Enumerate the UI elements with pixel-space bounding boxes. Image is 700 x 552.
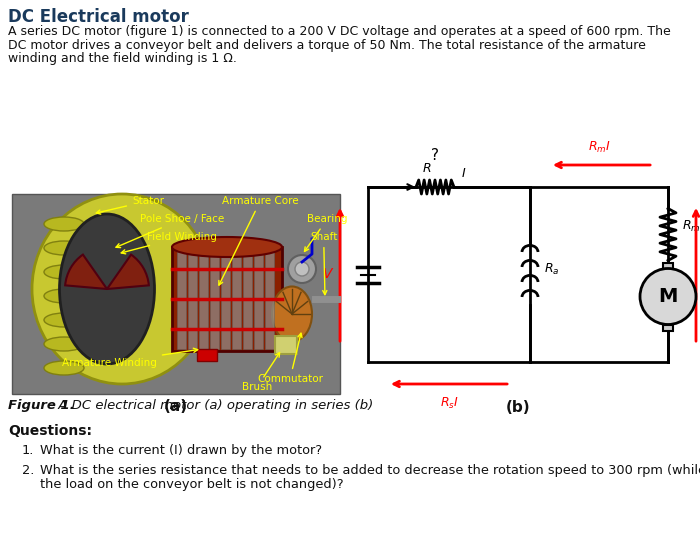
Text: DC Electrical motor: DC Electrical motor <box>8 8 189 26</box>
Text: Figure 1.: Figure 1. <box>8 399 75 412</box>
Text: Pole Shoe / Face: Pole Shoe / Face <box>116 214 224 248</box>
Text: Shaft: Shaft <box>310 232 337 295</box>
Text: $I$: $I$ <box>461 167 467 180</box>
Text: Bearing: Bearing <box>304 214 347 252</box>
Text: winding and the field winding is 1 Ω.: winding and the field winding is 1 Ω. <box>8 52 237 65</box>
Text: $R_a$: $R_a$ <box>544 262 559 277</box>
Text: What is the series resistance that needs to be added to decrease the rotation sp: What is the series resistance that needs… <box>40 464 700 477</box>
Text: 2.: 2. <box>22 464 34 477</box>
Bar <box>221 249 230 349</box>
Bar <box>663 325 673 331</box>
Text: the load on the conveyor belt is not changed)?: the load on the conveyor belt is not cha… <box>40 478 344 491</box>
Bar <box>199 249 208 349</box>
Text: 1.: 1. <box>22 444 34 457</box>
Ellipse shape <box>44 289 84 303</box>
Bar <box>232 249 241 349</box>
Text: M: M <box>658 287 678 306</box>
Text: Brush: Brush <box>242 353 279 392</box>
Ellipse shape <box>44 361 84 375</box>
Circle shape <box>288 255 316 283</box>
Text: $V$: $V$ <box>322 268 334 282</box>
Circle shape <box>640 268 696 325</box>
Bar <box>243 249 252 349</box>
Text: Armature Core: Armature Core <box>219 196 299 285</box>
Text: $R_s I$: $R_s I$ <box>440 396 459 411</box>
Ellipse shape <box>44 217 84 231</box>
Text: (a): (a) <box>164 399 188 414</box>
Bar <box>177 249 186 349</box>
Bar <box>172 247 282 351</box>
Text: $R_m$: $R_m$ <box>682 219 700 234</box>
Text: DC motor drives a conveyor belt and delivers a torque of 50 Nm. The total resist: DC motor drives a conveyor belt and deli… <box>8 39 646 51</box>
Ellipse shape <box>44 313 84 327</box>
Ellipse shape <box>44 241 84 255</box>
Bar <box>188 249 197 349</box>
Ellipse shape <box>44 265 84 279</box>
Bar <box>663 263 673 268</box>
Text: (b): (b) <box>505 400 531 415</box>
Bar <box>265 249 274 349</box>
Ellipse shape <box>60 214 155 364</box>
Text: Field Winding: Field Winding <box>121 232 217 254</box>
Text: Commutator: Commutator <box>257 333 323 384</box>
Text: What is the current (I) drawn by the motor?: What is the current (I) drawn by the mot… <box>40 444 322 457</box>
Text: $R$: $R$ <box>422 162 432 175</box>
Bar <box>210 249 219 349</box>
Ellipse shape <box>172 237 282 257</box>
Text: $R_m I$: $R_m I$ <box>587 140 610 155</box>
Wedge shape <box>107 254 149 289</box>
Text: A series DC motor (figure 1) is connected to a 200 V DC voltage and operates at : A series DC motor (figure 1) is connecte… <box>8 25 671 38</box>
Text: Armature Winding: Armature Winding <box>62 348 197 368</box>
Text: Stator: Stator <box>96 196 164 214</box>
Ellipse shape <box>272 286 312 342</box>
Text: ?: ? <box>431 148 439 163</box>
Text: A DC electrical motor (a) operating in series (b): A DC electrical motor (a) operating in s… <box>54 399 373 412</box>
Text: Questions:: Questions: <box>8 424 92 438</box>
Bar <box>275 336 297 354</box>
Bar <box>197 349 217 361</box>
Bar <box>254 249 263 349</box>
Ellipse shape <box>32 194 212 384</box>
Circle shape <box>295 262 309 276</box>
Bar <box>12 194 340 394</box>
Ellipse shape <box>44 337 84 351</box>
Wedge shape <box>65 254 107 289</box>
